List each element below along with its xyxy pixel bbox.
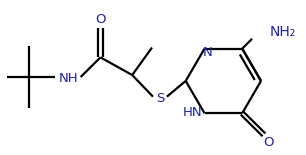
Text: NH₂: NH₂ bbox=[270, 25, 296, 39]
Text: O: O bbox=[264, 136, 274, 149]
Text: N: N bbox=[203, 46, 212, 59]
Text: HN: HN bbox=[183, 106, 203, 119]
Text: S: S bbox=[156, 92, 164, 105]
Text: O: O bbox=[95, 13, 106, 26]
Text: NH: NH bbox=[59, 72, 79, 85]
